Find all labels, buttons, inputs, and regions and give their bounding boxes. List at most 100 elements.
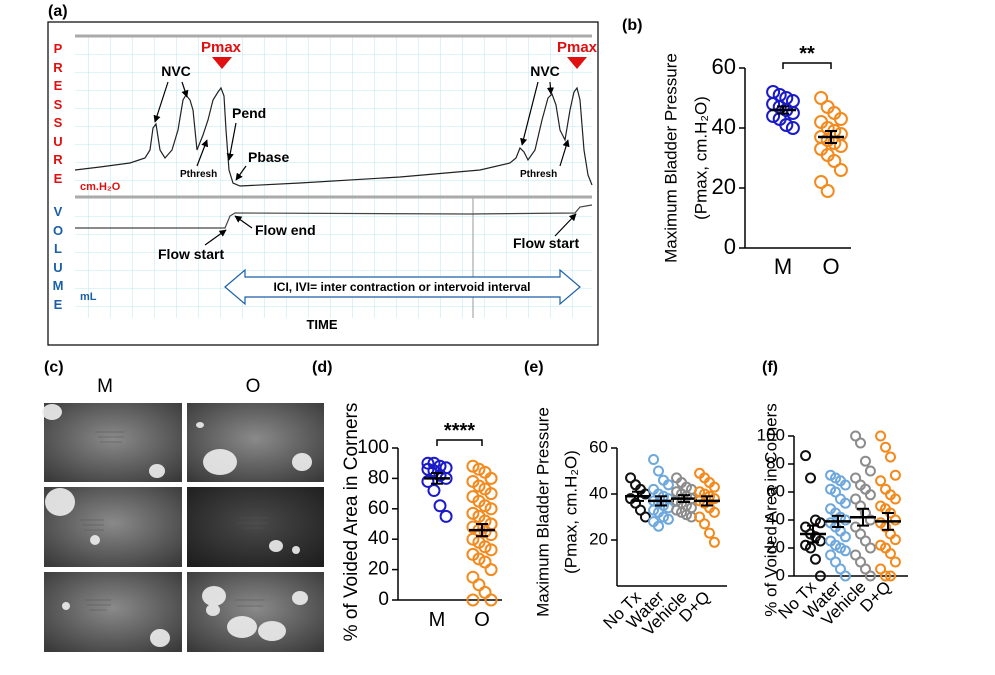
- data-point: [639, 511, 651, 523]
- data-point: [850, 472, 862, 484]
- y-tick-label: 20: [368, 559, 389, 580]
- significance-bracket: [436, 439, 483, 446]
- data-point: [421, 462, 435, 476]
- y-axis-label: % of Voided Area in Corners: [341, 403, 362, 642]
- flow-end-label: Flow end: [255, 222, 316, 238]
- y-tick-label: 0: [724, 234, 736, 259]
- y-tick-label: 0: [378, 589, 389, 610]
- x-axis-label: TIME: [306, 317, 337, 332]
- data-point: [484, 563, 498, 577]
- data-point: [859, 535, 871, 547]
- data-point: [834, 563, 846, 575]
- flow-start-label: Flow start: [158, 246, 224, 262]
- data-point: [484, 502, 498, 516]
- x-tick-label: M: [774, 254, 792, 279]
- data-point: [864, 514, 876, 526]
- arrow: [235, 165, 247, 181]
- y-tick-label: 100: [357, 437, 389, 458]
- data-point: [478, 499, 492, 513]
- arrow: [546, 81, 555, 95]
- data-point: [703, 527, 715, 539]
- data-point: [805, 472, 817, 484]
- volume-axis-text: VOLUME: [52, 204, 64, 312]
- y-tick-label: 60: [766, 481, 785, 500]
- data-point: [472, 552, 486, 566]
- data-point: [433, 468, 447, 482]
- data-point: [625, 472, 637, 484]
- data-point: [880, 441, 892, 453]
- x-tick-label: O: [474, 609, 490, 631]
- data-point: [833, 112, 848, 126]
- image-panel: (c) M O: [42, 359, 324, 652]
- interval-label: ICI, IVI= inter contraction or intervoid…: [273, 280, 530, 294]
- data-point: [708, 506, 720, 518]
- data-point: [484, 593, 498, 607]
- x-tick-label: O: [822, 254, 839, 279]
- data-point: [785, 121, 800, 135]
- volume-unit: mL: [80, 291, 97, 303]
- panel-label: (f): [762, 359, 778, 376]
- y-tick-label: 40: [712, 114, 736, 139]
- data-point: [662, 513, 674, 525]
- data-point: [630, 497, 642, 509]
- arrow: [520, 81, 539, 146]
- arrow: [554, 213, 577, 237]
- data-point: [850, 430, 862, 442]
- data-point: [884, 451, 896, 463]
- data-point: [472, 462, 486, 476]
- y-tick-label: 60: [712, 54, 736, 79]
- data-point: [889, 493, 901, 505]
- data-point: [694, 511, 706, 523]
- data-point: [699, 518, 711, 530]
- data-point: [814, 91, 829, 105]
- grid: [75, 36, 592, 318]
- data-point: [884, 570, 896, 582]
- y-tick-label: 80: [766, 453, 785, 472]
- pmax-marker: [212, 57, 232, 69]
- data-point: [833, 139, 848, 153]
- data-point: [889, 534, 901, 546]
- y-axis-label: Maximum Bladder Pressure: [533, 407, 552, 617]
- data-point: [639, 488, 651, 500]
- data-point: [855, 528, 867, 540]
- panel-label: (a): [48, 3, 68, 20]
- data-point: [472, 479, 486, 493]
- scribbles: [80, 431, 268, 611]
- arrow: [181, 81, 189, 98]
- data-point: [478, 540, 492, 554]
- data-point: [839, 497, 851, 509]
- data-point: [708, 493, 720, 505]
- data-point: [864, 570, 876, 582]
- data-point: [875, 563, 887, 575]
- significance-bracket: [782, 62, 832, 69]
- volume-axis-label: VOLUME: [52, 204, 64, 312]
- data-point: [839, 514, 851, 526]
- data-point: [484, 471, 498, 485]
- data-point: [864, 489, 876, 501]
- significance-label: **: [799, 43, 815, 65]
- void-spots: [42, 404, 312, 647]
- volume-trace: [75, 204, 593, 229]
- data-point: [875, 475, 887, 487]
- pthresh-label: Pthresh: [520, 169, 557, 180]
- data-point: [653, 465, 665, 477]
- data-point: [833, 163, 848, 177]
- data-point: [708, 481, 720, 493]
- trace-panel: (a) PRESSURE cm.H₂O VOLUME mL Pmax Pmax …: [47, 3, 599, 346]
- data-point: [850, 493, 862, 505]
- data-point: [855, 500, 867, 512]
- panel-label: (e): [524, 359, 544, 376]
- column-label: O: [246, 376, 261, 397]
- arrow: [234, 215, 253, 229]
- y-tick-label: 100: [757, 425, 785, 444]
- data-point: [466, 532, 480, 546]
- data-point: [859, 563, 871, 575]
- arrow: [196, 139, 209, 167]
- y-tick-label: 20: [589, 529, 608, 548]
- data-point: [839, 570, 851, 582]
- data-point: [889, 514, 901, 526]
- x-tick-label: M: [429, 609, 446, 631]
- pmax-marker: [567, 57, 587, 69]
- data-point: [708, 536, 720, 548]
